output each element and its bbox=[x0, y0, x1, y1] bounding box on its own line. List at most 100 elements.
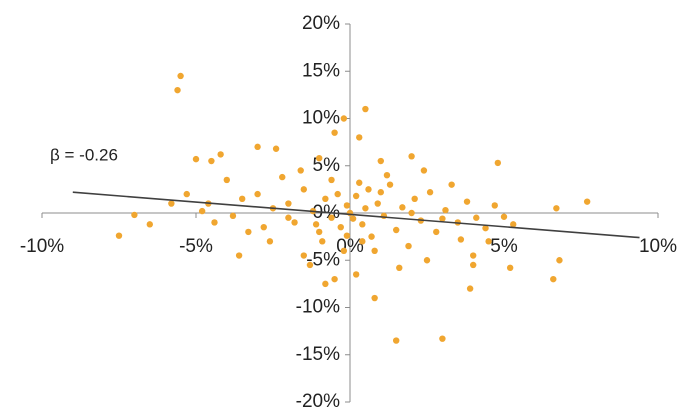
point bbox=[331, 129, 338, 136]
point bbox=[343, 202, 351, 209]
point bbox=[371, 294, 378, 302]
point bbox=[550, 275, 557, 283]
point bbox=[463, 198, 471, 205]
point bbox=[322, 280, 329, 288]
point bbox=[331, 275, 338, 283]
point bbox=[272, 145, 280, 152]
point bbox=[420, 167, 428, 174]
x-tick-label: -10% bbox=[20, 236, 64, 257]
x-tick-label: 10% bbox=[639, 236, 677, 257]
point bbox=[211, 219, 218, 226]
point bbox=[300, 252, 307, 259]
point bbox=[494, 159, 502, 167]
point bbox=[466, 285, 474, 292]
point bbox=[491, 202, 498, 209]
trendline bbox=[72, 191, 640, 239]
point bbox=[174, 86, 181, 94]
point bbox=[556, 257, 563, 264]
point bbox=[245, 228, 252, 236]
point bbox=[371, 247, 378, 254]
y-tick-label: -20% bbox=[296, 391, 340, 412]
point bbox=[500, 213, 508, 220]
point bbox=[266, 238, 274, 245]
point bbox=[506, 264, 514, 272]
point bbox=[374, 200, 381, 207]
point bbox=[306, 261, 314, 269]
point bbox=[473, 214, 480, 221]
point bbox=[343, 232, 351, 239]
y-tick-label: 10% bbox=[302, 108, 340, 129]
point bbox=[115, 232, 123, 239]
point bbox=[279, 173, 286, 181]
point bbox=[300, 186, 307, 193]
point bbox=[362, 105, 369, 113]
point bbox=[470, 261, 477, 269]
y-tick-label: -10% bbox=[296, 297, 340, 318]
point bbox=[485, 238, 492, 245]
point bbox=[583, 198, 591, 205]
point bbox=[239, 195, 246, 203]
point bbox=[359, 221, 366, 228]
point bbox=[405, 242, 412, 250]
point bbox=[356, 179, 363, 186]
point bbox=[340, 247, 348, 254]
point bbox=[356, 134, 363, 141]
point bbox=[254, 190, 261, 198]
y-tick-label: -5% bbox=[306, 249, 340, 270]
point bbox=[177, 72, 184, 80]
point bbox=[393, 337, 400, 344]
point bbox=[235, 252, 243, 259]
point bbox=[399, 204, 406, 211]
point bbox=[316, 228, 323, 236]
point bbox=[260, 223, 267, 231]
point bbox=[328, 176, 335, 184]
point bbox=[319, 238, 326, 245]
point bbox=[312, 221, 320, 228]
point bbox=[408, 153, 415, 160]
point bbox=[457, 236, 465, 243]
point bbox=[217, 151, 224, 158]
x-tick-label: 5% bbox=[490, 236, 518, 257]
point bbox=[223, 176, 230, 184]
point bbox=[146, 221, 153, 228]
point bbox=[396, 264, 403, 272]
point bbox=[439, 335, 446, 342]
point bbox=[208, 157, 215, 165]
point bbox=[423, 257, 431, 264]
point bbox=[510, 221, 517, 228]
y-tick-label: -15% bbox=[296, 344, 340, 365]
y-tick-label: 15% bbox=[302, 60, 340, 81]
point bbox=[254, 143, 261, 151]
point bbox=[168, 200, 175, 207]
point bbox=[553, 205, 560, 212]
point bbox=[229, 212, 237, 220]
point bbox=[340, 115, 348, 122]
point bbox=[334, 190, 341, 198]
point bbox=[377, 157, 384, 165]
point bbox=[393, 226, 400, 234]
point bbox=[439, 215, 446, 222]
point bbox=[377, 189, 384, 196]
point bbox=[285, 200, 292, 207]
point bbox=[131, 211, 138, 219]
x-tick-label: -5% bbox=[179, 236, 213, 257]
point bbox=[291, 219, 298, 226]
point bbox=[482, 224, 489, 232]
point bbox=[426, 189, 434, 196]
point bbox=[362, 205, 369, 212]
point bbox=[328, 214, 335, 221]
y-tick-label: 20% bbox=[302, 13, 340, 34]
point bbox=[386, 181, 394, 188]
point bbox=[448, 181, 455, 188]
point bbox=[408, 209, 415, 217]
point bbox=[442, 206, 449, 214]
point bbox=[352, 271, 360, 278]
point bbox=[297, 167, 304, 174]
point bbox=[433, 228, 440, 236]
point bbox=[285, 214, 292, 221]
point bbox=[337, 223, 344, 231]
point bbox=[359, 238, 366, 245]
point bbox=[368, 233, 375, 240]
